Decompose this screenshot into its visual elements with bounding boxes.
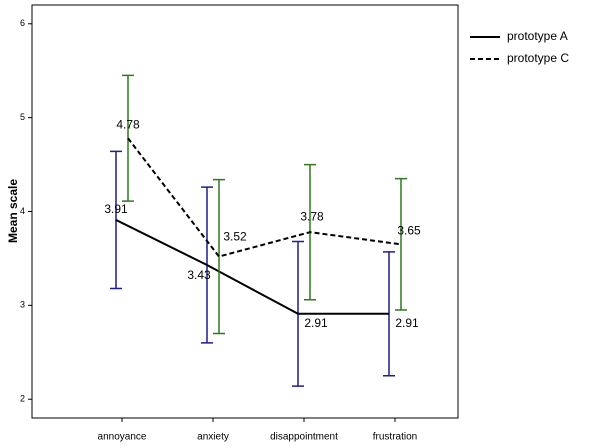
y-tick-label: 5 <box>20 112 25 122</box>
y-tick-label: 2 <box>20 394 25 404</box>
data-label: 3.91 <box>104 202 128 216</box>
data-label: 3.78 <box>300 209 324 223</box>
data-label: 2.91 <box>395 316 419 330</box>
legend-label: prototype C <box>507 51 569 65</box>
data-label: 4.78 <box>116 117 140 131</box>
data-label: 3.65 <box>397 224 421 238</box>
legend-label: prototype A <box>507 29 568 43</box>
error-bar <box>110 150 122 290</box>
y-tick-label: 6 <box>20 18 25 28</box>
x-tick-label: anxiety <box>197 432 229 443</box>
data-label: 2.91 <box>304 316 328 330</box>
y-tick-label: 4 <box>20 206 25 216</box>
line <box>127 137 402 258</box>
x-tick-label: frustration <box>373 432 417 443</box>
error-bar <box>122 74 134 202</box>
x-tick-label: annoyance <box>98 432 147 443</box>
data-label: 3.52 <box>223 230 247 244</box>
y-tick-label: 3 <box>20 300 25 310</box>
y-axis-label: Mean scale <box>6 179 20 243</box>
x-tick-label: disappointment <box>270 432 338 443</box>
error-bar <box>213 178 225 335</box>
line <box>115 219 389 315</box>
data-label: 3.43 <box>187 268 211 282</box>
plot-frame <box>31 4 459 419</box>
error-bar <box>395 177 407 311</box>
